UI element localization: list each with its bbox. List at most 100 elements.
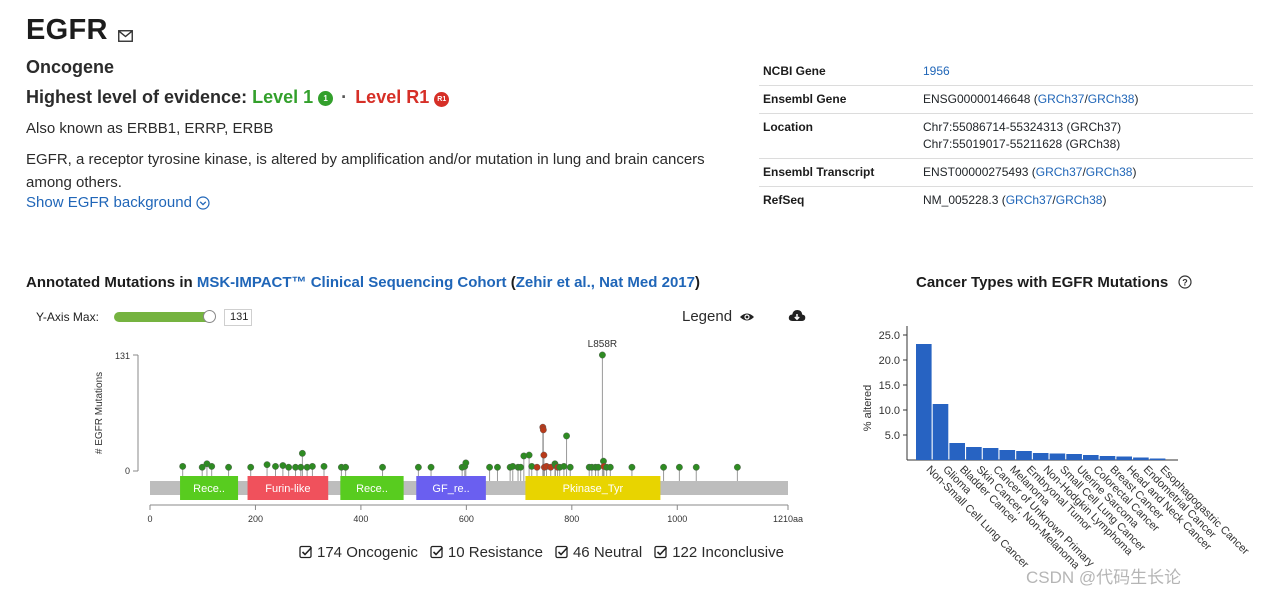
filter-checkbox[interactable]: 10 Resistance <box>430 544 543 561</box>
bar-series <box>916 344 1166 461</box>
transcript-grch38-link[interactable]: GRCh38 <box>1085 165 1133 179</box>
separator: · <box>341 87 348 107</box>
protein-domain[interactable]: GF_re.. <box>416 476 486 500</box>
legend-label[interactable]: Legend <box>682 308 733 325</box>
domain-box[interactable] <box>247 476 329 500</box>
y-axis-max-slider-handle[interactable] <box>203 310 216 323</box>
bar[interactable] <box>966 447 982 460</box>
lollipop-marker[interactable] <box>179 462 187 470</box>
lollipop-marker[interactable] <box>272 462 279 470</box>
filter-label[interactable]: 46 Neutral <box>572 544 643 561</box>
protein-domain[interactable]: Furin-like <box>247 476 329 500</box>
domain-box[interactable] <box>525 476 661 500</box>
lollipop-marker[interactable] <box>427 463 435 471</box>
protein-domain[interactable]: Pkinase_Tyr <box>525 476 661 500</box>
lollipop-marker[interactable] <box>247 463 255 471</box>
lollipop-marker[interactable] <box>308 462 316 470</box>
lollipop-marker[interactable] <box>342 463 350 471</box>
filter-checkbox[interactable]: 122 Inconclusive <box>654 544 784 561</box>
lollipop-marker[interactable] <box>733 463 741 471</box>
lollipop-marker[interactable] <box>594 463 602 471</box>
lollipop-marker[interactable] <box>285 463 293 471</box>
eye-icon[interactable] <box>739 311 755 323</box>
filter-checkbox[interactable]: 46 Neutral <box>555 544 642 561</box>
lollipop-marker[interactable] <box>263 461 271 469</box>
lollipop-marker[interactable] <box>414 463 422 471</box>
y-axis-max-input[interactable]: 131 <box>224 309 252 326</box>
filter-label[interactable]: 122 Inconclusive <box>672 544 784 561</box>
bar[interactable] <box>1149 458 1166 461</box>
lollipop-marker[interactable] <box>198 463 206 471</box>
cloud-download-icon[interactable] <box>788 308 806 324</box>
filter-label[interactable]: 10 Resistance <box>447 544 543 561</box>
help-icon[interactable]: ? <box>1178 275 1193 289</box>
lollipop-marker[interactable] <box>297 463 305 471</box>
lollipop-marker[interactable] <box>533 463 541 471</box>
bar[interactable] <box>999 450 1016 460</box>
ncbi-gene-link[interactable]: 1956 <box>923 64 950 78</box>
bar[interactable] <box>932 404 949 460</box>
lollipop-marker[interactable] <box>486 463 493 471</box>
checkbox-checked-icon[interactable] <box>299 545 313 559</box>
level-r1-link[interactable]: Level R1 <box>355 87 430 107</box>
show-background-link[interactable]: Show EGFR background <box>26 194 210 211</box>
paper-link[interactable]: Zehir et al., Nat Med 2017 <box>515 274 695 291</box>
ensembl-grch38-link[interactable]: GRCh38 <box>1087 92 1135 106</box>
lollipop-marker[interactable] <box>208 462 216 470</box>
chevron-down-circle-icon[interactable] <box>196 196 210 210</box>
lollipop-marker[interactable] <box>563 432 570 440</box>
lollipop-marker[interactable] <box>517 463 525 471</box>
domain-label: Pkinase_Tyr <box>563 483 624 495</box>
lollipop-marker[interactable] <box>225 463 232 471</box>
bar[interactable] <box>1083 455 1099 460</box>
refseq-grch38-link[interactable]: GRCh38 <box>1055 193 1103 207</box>
lollipop-marker[interactable] <box>298 449 306 457</box>
mail-icon[interactable] <box>118 30 133 42</box>
protein-domain[interactable]: Rece.. <box>180 476 239 500</box>
bar[interactable] <box>949 443 965 460</box>
filter-checkbox[interactable]: 174 Oncogenic <box>299 544 418 561</box>
lollipop-marker[interactable] <box>494 463 501 471</box>
bar[interactable] <box>1116 456 1132 461</box>
lollipop-marker[interactable] <box>462 459 470 467</box>
domain-box[interactable] <box>180 476 239 500</box>
ensembl-grch37-link[interactable]: GRCh37 <box>1037 92 1085 106</box>
lollipop-marker[interactable] <box>379 463 386 471</box>
domain-box[interactable] <box>340 476 404 500</box>
lollipop-marker[interactable] <box>539 426 547 434</box>
lollipop-marker[interactable] <box>279 462 287 469</box>
protein-domain[interactable]: Rece.. <box>340 476 404 500</box>
lollipop-marker[interactable] <box>606 463 614 471</box>
legend-toggle[interactable]: Legend <box>682 308 755 325</box>
bar[interactable] <box>1049 453 1066 461</box>
filter-label[interactable]: 174 Oncogenic <box>317 544 418 561</box>
lollipop-marker[interactable] <box>560 462 568 470</box>
domain-box[interactable] <box>416 476 486 500</box>
gene-info-table: NCBI Gene 1956 Ensembl Gene ENSG00000146… <box>759 58 1253 214</box>
bar[interactable] <box>1016 451 1032 460</box>
bar[interactable] <box>1099 456 1116 460</box>
checkbox-checked-icon[interactable] <box>654 545 668 559</box>
lollipop-marker[interactable] <box>599 351 606 359</box>
cohort-link[interactable]: MSK-IMPACT™ Clinical Sequencing Cohort <box>196 274 507 291</box>
bar[interactable] <box>1066 454 1082 460</box>
show-background-label[interactable]: Show EGFR background <box>26 194 192 211</box>
lollipop-marker[interactable] <box>628 463 636 471</box>
bar[interactable] <box>916 344 932 460</box>
bar[interactable] <box>1133 457 1149 461</box>
level-1-link[interactable]: Level 1 <box>252 87 314 107</box>
lollipop-marker[interactable] <box>566 463 574 471</box>
lollipop-marker[interactable] <box>660 463 667 471</box>
lollipop-marker[interactable] <box>525 451 533 459</box>
lollipop-marker[interactable] <box>320 462 328 470</box>
checkbox-checked-icon[interactable] <box>555 545 569 559</box>
transcript-grch37-link[interactable]: GRCh37 <box>1035 165 1083 179</box>
bar[interactable] <box>1032 453 1049 460</box>
lollipop-marker[interactable] <box>692 463 700 471</box>
lollipop-marker[interactable] <box>675 463 683 471</box>
bar[interactable] <box>982 448 999 460</box>
lollipop-marker[interactable] <box>540 451 548 459</box>
refseq-grch37-link[interactable]: GRCh37 <box>1005 193 1053 207</box>
checkbox-checked-icon[interactable] <box>430 545 444 559</box>
y-axis-max-slider[interactable] <box>114 312 214 322</box>
